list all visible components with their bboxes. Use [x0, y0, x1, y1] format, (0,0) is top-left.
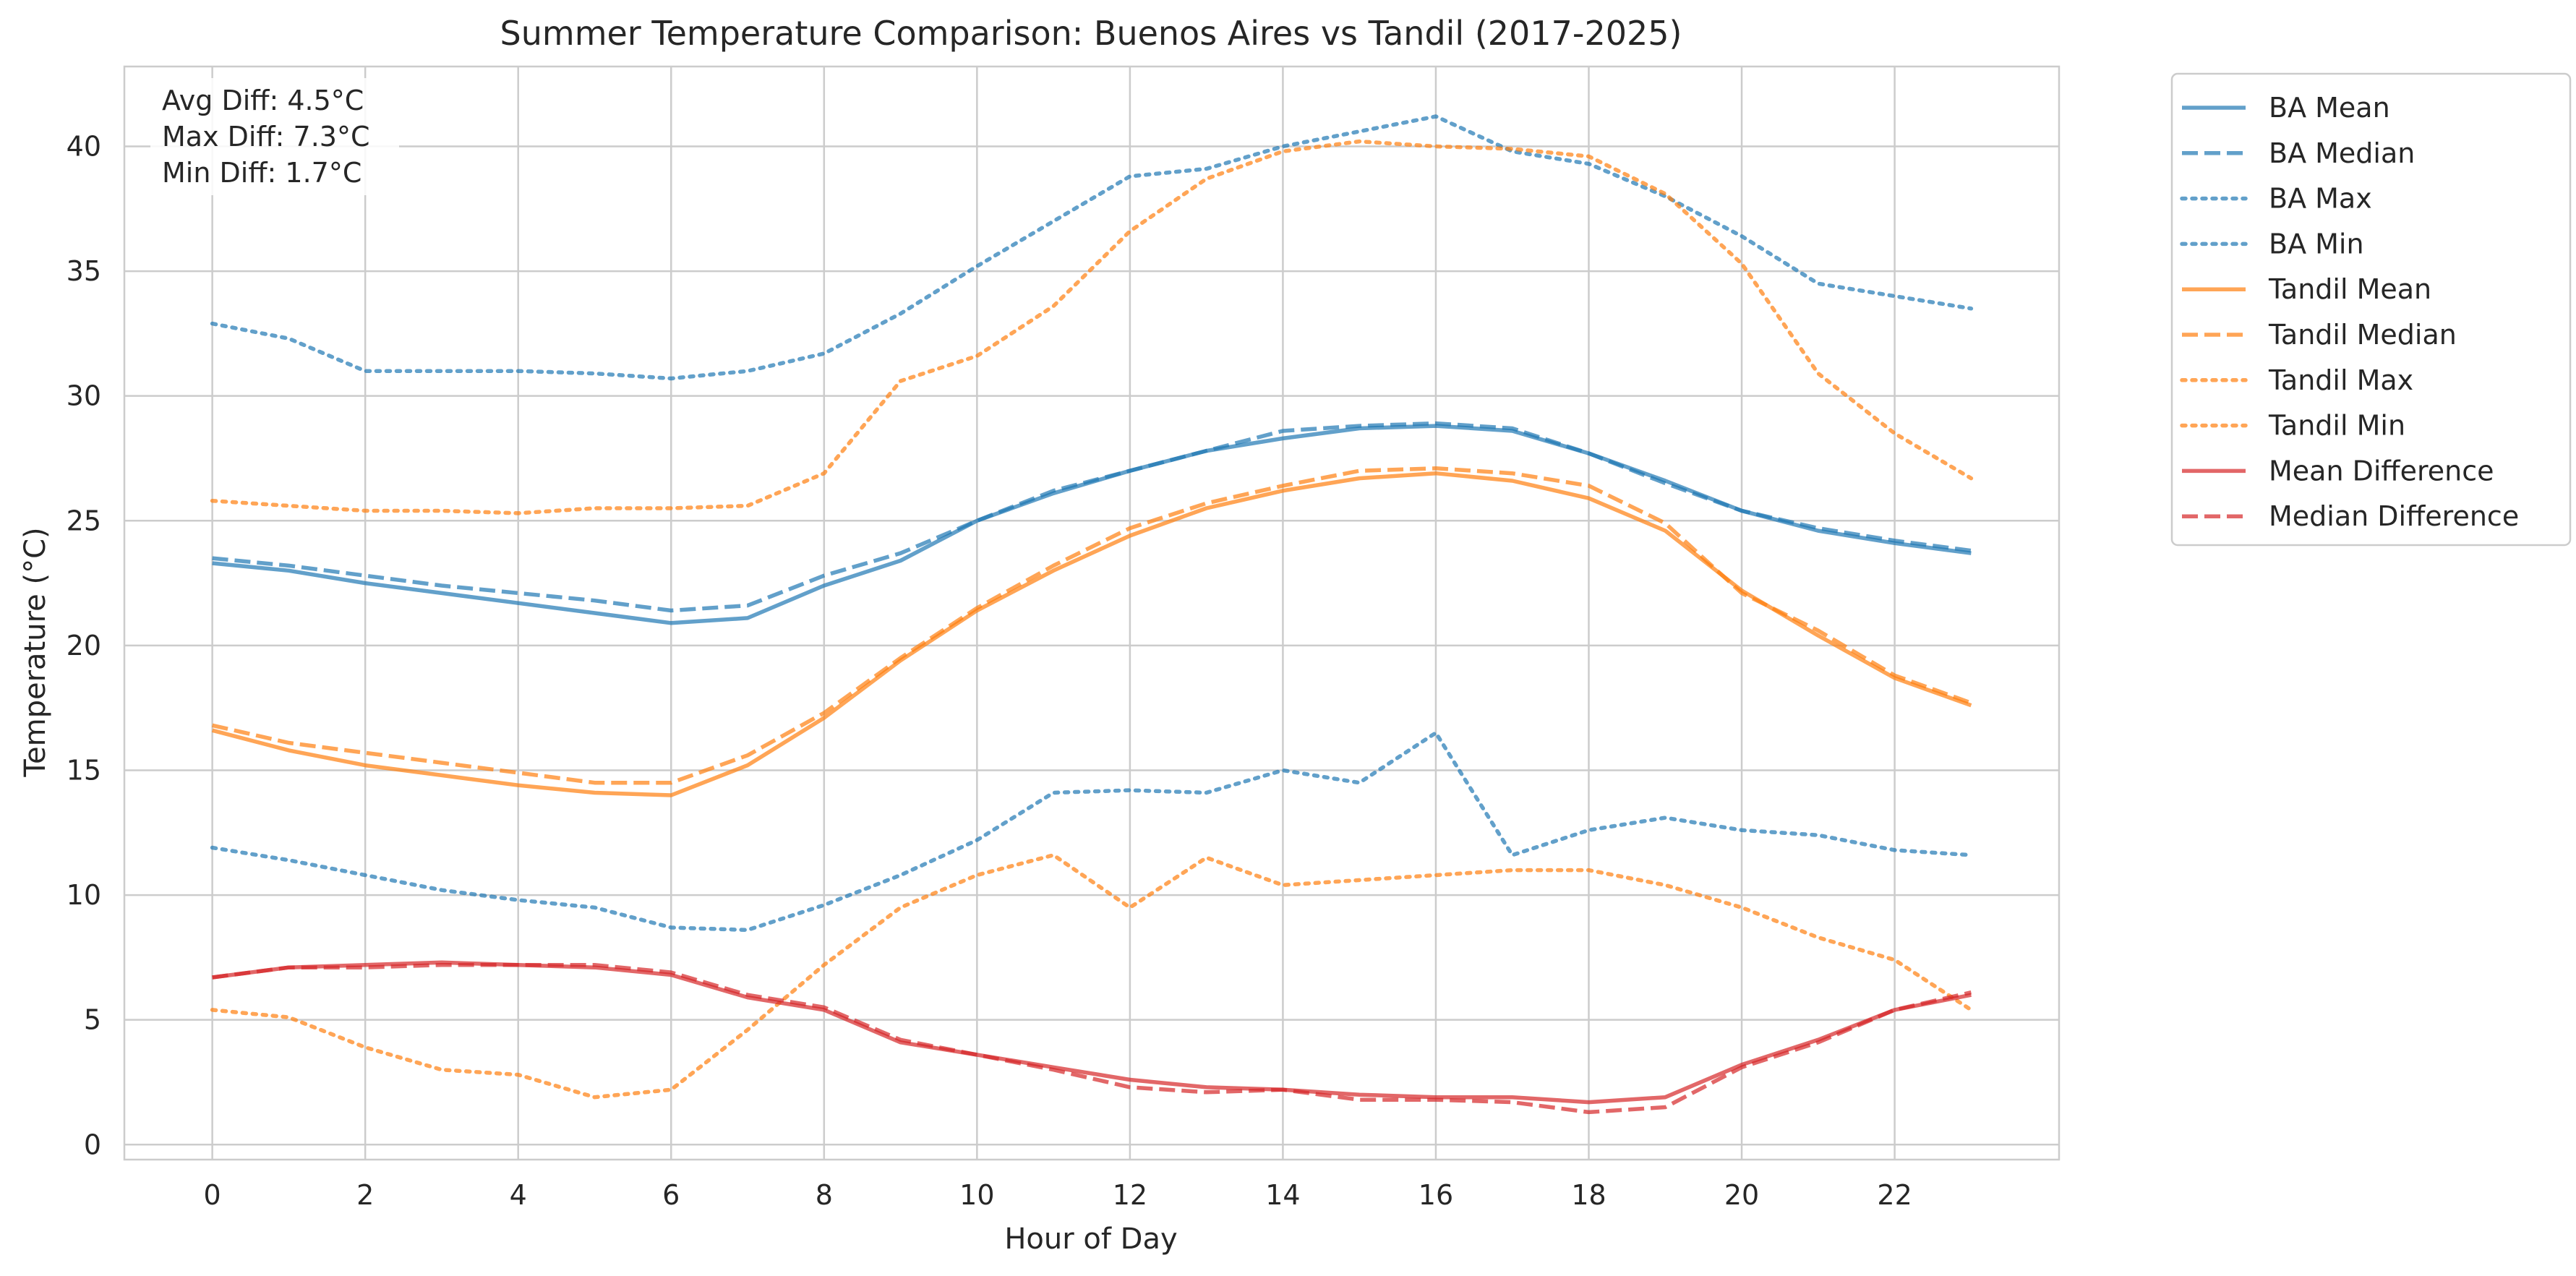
y-tick-label: 15	[67, 754, 101, 786]
legend-label: Tandil Max	[2268, 364, 2413, 396]
legend-label: Tandil Median	[2268, 319, 2457, 351]
grid	[124, 67, 2059, 1160]
legend-label: Mean Difference	[2269, 455, 2494, 487]
x-tick-label: 14	[1265, 1179, 1300, 1211]
legend-box	[2170, 72, 2572, 547]
series-line-ba-min	[210, 730, 1974, 933]
y-axis-label: Temperature (°C)	[19, 527, 52, 777]
annotation-box	[150, 78, 399, 195]
x-tick-label: 10	[959, 1179, 994, 1211]
stats-annotation: Avg Diff: 4.5°C Max Diff: 7.3°C Min Diff: …	[150, 78, 399, 195]
y-tick-label: 10	[67, 879, 101, 911]
series-line-median-difference	[212, 962, 1972, 1115]
plot-frame	[123, 65, 2061, 1161]
x-tick-label: 6	[662, 1179, 680, 1211]
legend-label: Tandil Min	[2268, 410, 2405, 442]
legend-label: BA Median	[2269, 137, 2415, 169]
y-tick-label: 25	[67, 505, 101, 536]
x-tick-label: 8	[816, 1179, 833, 1211]
legend-label: BA Max	[2269, 183, 2372, 215]
x-tick-label: 18	[1571, 1179, 1606, 1211]
series-line-tandil-min	[210, 853, 1974, 1100]
y-tick-label: 0	[84, 1129, 101, 1160]
series-line-tandil-mean	[211, 471, 1972, 797]
x-tick-label: 2	[356, 1179, 374, 1211]
annotation-line: Min Diff: 1.7°C	[162, 157, 361, 189]
legend-label: Tandil Mean	[2268, 273, 2431, 305]
legend-label: BA Mean	[2269, 92, 2390, 124]
series-line-tandil-median	[211, 466, 1972, 785]
y-tick-label: 30	[67, 380, 101, 412]
y-tick-label: 5	[84, 1004, 101, 1036]
x-tick-label: 16	[1418, 1179, 1453, 1211]
y-tick-label: 20	[67, 630, 101, 661]
legend: BA Mean BA Median BA Max BA Min Tandil Mean T…	[2170, 72, 2572, 547]
series-line-ba-median	[212, 421, 1972, 613]
chart-title: Summer Temperature Comparison: Buenos Ai…	[500, 14, 1682, 53]
legend-label: BA Min	[2269, 228, 2364, 260]
annotation-line: Avg Diff: 4.5°C	[162, 85, 364, 116]
y-tick-label: 40	[67, 130, 101, 162]
tick-labels: 0 2 4 6 8 10 12 14 16 18 20 22 0 5 10 15 20 25 30 35 40	[67, 130, 1912, 1211]
series-lines	[210, 114, 1974, 1115]
x-tick-label: 12	[1113, 1179, 1147, 1211]
x-axis-label: Hour of Day	[1004, 1223, 1177, 1256]
y-tick-label: 35	[67, 255, 101, 287]
legend-label: Median Difference	[2269, 500, 2519, 532]
series-line-tandil-max	[210, 139, 1974, 515]
annotation-line: Max Diff: 7.3°C	[162, 121, 370, 153]
x-tick-label: 4	[510, 1179, 527, 1211]
x-tick-label: 22	[1877, 1179, 1912, 1211]
x-tick-label: 0	[204, 1179, 221, 1211]
x-tick-label: 20	[1724, 1179, 1759, 1211]
